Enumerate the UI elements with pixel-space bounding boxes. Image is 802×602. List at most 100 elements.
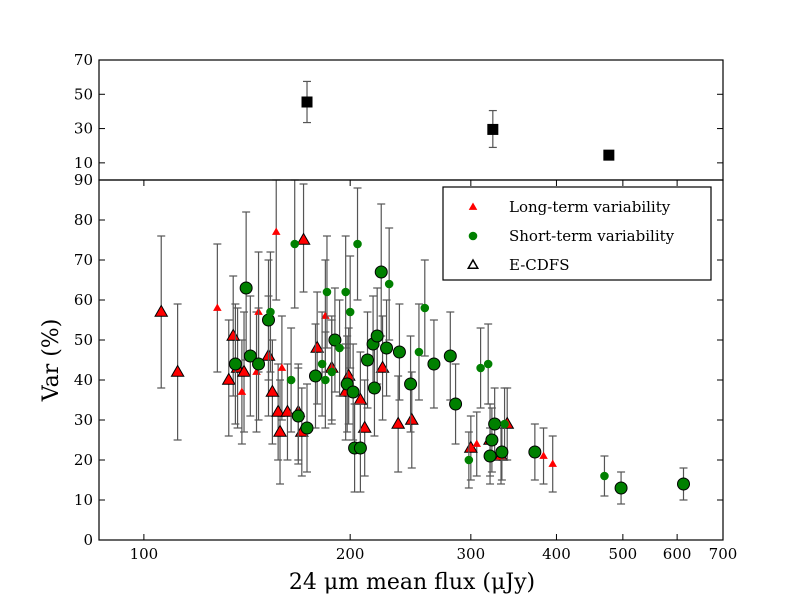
data-point [370,329,384,343]
data-point [677,477,691,491]
x-tick-label: 100 [130,545,159,563]
legend-marker-ecdfs [466,258,480,269]
data-point [374,265,388,279]
data-point [483,359,493,369]
data-point [317,359,327,369]
data-point [353,239,362,249]
data-point [154,304,169,317]
y-tick-label: 20 [74,451,93,469]
data-point [327,367,337,377]
data-point [427,357,441,371]
data-point [353,441,367,455]
data-point [380,341,394,355]
y-tick-label: 70 [74,51,93,69]
data-point [345,307,355,317]
y-tick-label: 40 [74,371,93,389]
data-point [266,307,275,317]
data-point [375,360,390,373]
data-point [341,287,350,297]
data-point [404,412,419,425]
y-tick-label: 90 [74,171,93,189]
y-tick-label: 80 [74,211,93,229]
legend-box [442,186,712,281]
y-tick-label: 0 [83,531,93,549]
data-point [271,404,286,417]
data-point [301,96,313,108]
data-point [464,455,474,465]
data-point [449,397,463,411]
data-point [384,279,394,289]
data-point [528,445,542,459]
data-point [476,363,485,373]
data-point [226,328,241,341]
top-panel: 10 30 50 70 [74,51,724,181]
data-point [243,349,257,363]
data-point [280,404,295,417]
series-square [301,80,615,161]
series-circle [228,179,691,505]
legend-label: Long-term variability [509,198,671,216]
data-point [213,303,222,311]
y-tick-label: 30 [74,411,93,429]
data-point [291,409,305,423]
data-point [495,445,509,459]
data-point [322,287,332,297]
data-point [170,364,185,377]
data-point [367,381,381,395]
data-point [277,363,287,371]
data-point [236,364,252,377]
y-axis-title: Var (%) [39,319,64,403]
data-point [488,417,502,431]
y-tick-label: 70 [74,251,93,269]
x-tick-label: 400 [542,545,571,563]
data-point [603,149,615,161]
data-point [485,433,499,447]
data-point [414,347,424,357]
x-tick-label: 500 [609,545,638,563]
bottom-panel: 0 10 20 30 40 50 60 70 80 90 100 200 300 400 500 600 700 [74,171,737,563]
data-point [361,353,375,367]
data-point [335,343,344,353]
data-point [228,357,242,371]
legend: Long-term variability Short-term variabil… [442,186,712,281]
data-point [237,387,247,395]
x-tick-label: 200 [336,545,365,563]
data-point [420,303,430,313]
x-tick-label: 300 [457,545,486,563]
data-point [310,340,325,353]
data-point [272,424,288,437]
y-tick-label: 30 [74,120,93,138]
legend-marker [468,202,478,210]
data-point [239,281,253,295]
x-tick-label: 700 [709,545,738,563]
data-point [265,384,280,397]
data-point [328,333,342,347]
data-point [539,451,548,459]
data-point [614,481,628,495]
data-point [548,459,557,467]
data-point [404,377,418,391]
y-tick-label: 50 [74,331,93,349]
axes-frame [98,59,724,181]
data-point [500,419,509,429]
data-point [357,420,372,433]
data-point [308,369,322,383]
data-point [391,416,406,429]
data-point [321,375,330,385]
legend-label: Short-term variability [509,227,675,245]
data-point [443,349,457,363]
y-tick-label: 10 [74,491,93,509]
data-point [600,471,609,481]
x-tick-label: 600 [663,545,692,563]
data-point [252,357,266,371]
y-tick-label: 60 [74,291,93,309]
data-point [392,345,406,359]
axes-frame [98,179,724,541]
legend-label: E-CDFS [509,256,569,274]
data-point [286,375,296,385]
data-point [472,439,482,447]
y-tick-label: 50 [74,85,93,103]
data-point [483,449,497,463]
